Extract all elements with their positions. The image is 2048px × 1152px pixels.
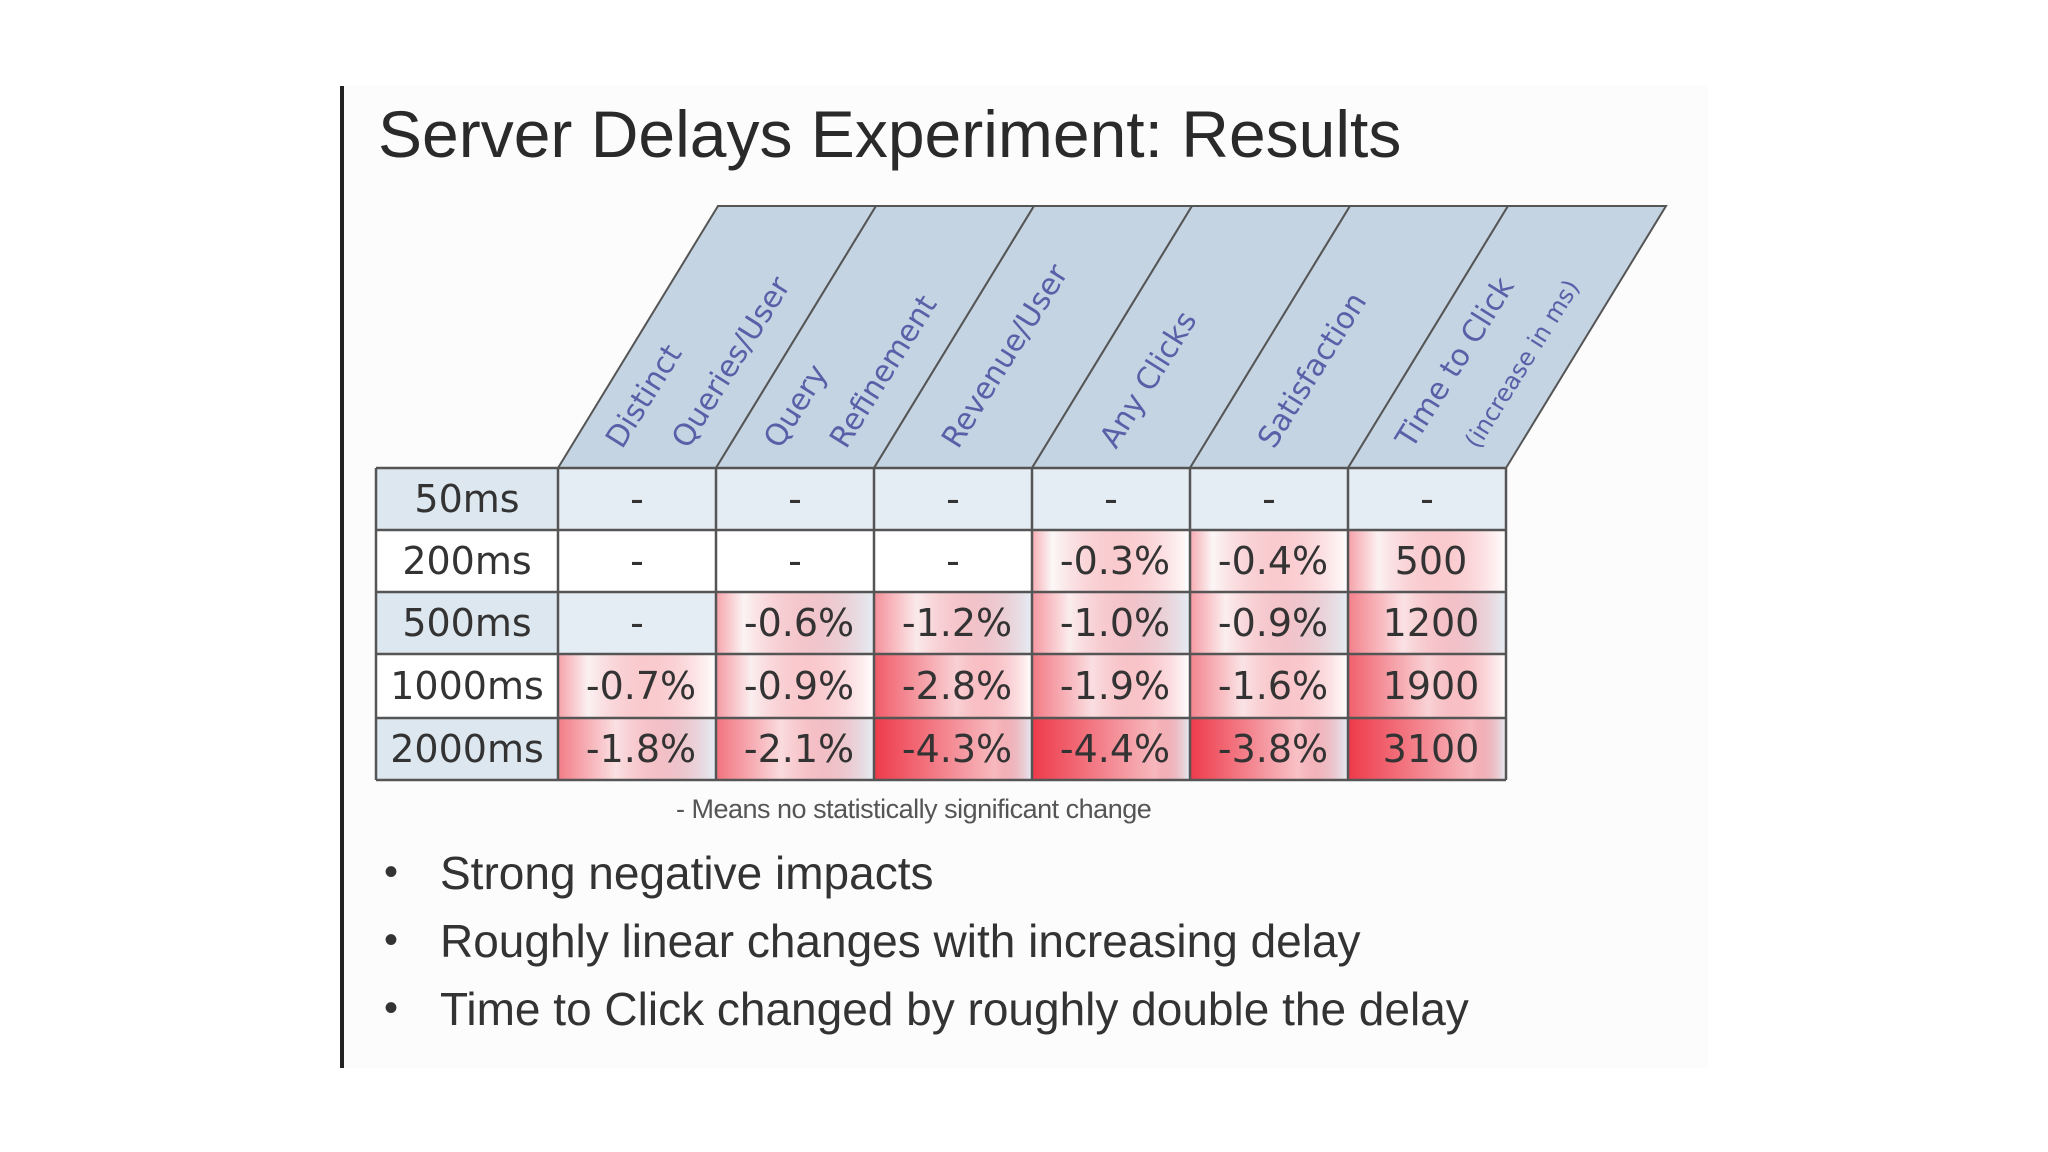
- table-cell-value: -1.9%: [1060, 664, 1170, 708]
- table-cell-value: 3100: [1383, 727, 1480, 771]
- table-cell-value: -0.9%: [1218, 601, 1328, 645]
- table-cell-value: 500: [1395, 539, 1468, 583]
- table-cell-value: -: [1262, 477, 1276, 521]
- table-cell: [1032, 530, 1190, 592]
- bullet-text: Strong negative impacts: [440, 847, 934, 899]
- table-cell-value: -1.8%: [586, 727, 696, 771]
- table-grid: [374, 466, 1508, 782]
- table-cell: [874, 468, 1032, 530]
- table-cell: [1032, 718, 1190, 780]
- table-cell: [558, 592, 716, 654]
- table-cell: [1348, 468, 1506, 530]
- table-cell: [874, 530, 1032, 592]
- table-cell: [874, 592, 1032, 654]
- row-label-cell: [376, 530, 558, 592]
- row-label-cell: [376, 654, 558, 718]
- table-cell-value: -: [1104, 477, 1118, 521]
- table-cell-value: -: [946, 477, 960, 521]
- table-cell: [558, 468, 716, 530]
- table-cell-value: -: [630, 601, 644, 645]
- table-cell: [1190, 530, 1348, 592]
- table-cell: [1032, 468, 1190, 530]
- table-cell-value: -0.6%: [744, 601, 854, 645]
- table-cell: [1190, 592, 1348, 654]
- row-label: 500ms: [402, 601, 531, 645]
- table-cell: [1348, 718, 1506, 780]
- table-cell-value: -: [630, 477, 644, 521]
- table-cell-value: -4.4%: [1060, 727, 1170, 771]
- slide-title: Server Delays Experiment: Results: [378, 97, 1402, 171]
- table-cell-value: -0.4%: [1218, 539, 1328, 583]
- table-cell-value: 1200: [1383, 601, 1480, 645]
- table-cell-value: -: [630, 539, 644, 583]
- table-cell: [1348, 654, 1506, 718]
- table-cell: [716, 530, 874, 592]
- bullet-dot-icon: •: [384, 850, 399, 894]
- row-label-cell: [376, 718, 558, 780]
- bullet-dot-icon: •: [384, 918, 399, 962]
- table-cell: [716, 468, 874, 530]
- table-cell-value: -: [788, 539, 802, 583]
- bullet-text: Time to Click changed by roughly double …: [440, 983, 1469, 1035]
- row-label: 1000ms: [390, 664, 544, 708]
- table-cell-value: -1.2%: [902, 601, 1012, 645]
- table-cell: [716, 654, 874, 718]
- table-cell: [1348, 592, 1506, 654]
- row-label-cell: [376, 592, 558, 654]
- table-cell-value: 1900: [1383, 664, 1480, 708]
- table-cell-value: -: [946, 539, 960, 583]
- table-cell-value: -2.1%: [744, 727, 854, 771]
- table-cell: [874, 718, 1032, 780]
- bullet-dot-icon: •: [384, 986, 399, 1030]
- table-cell-value: -2.8%: [902, 664, 1012, 708]
- table-cell: [558, 718, 716, 780]
- table-cell-value: -3.8%: [1218, 727, 1328, 771]
- table-cell-value: -: [788, 477, 802, 521]
- table-cell: [1190, 718, 1348, 780]
- table-body: 50ms - - - - - - 200ms - - - -0.3% -0.4% 500 500ms - -0.…: [376, 468, 1506, 780]
- table-header: DistinctQueries/UserQueryRefinementReven…: [556, 205, 1668, 469]
- table-cell: [558, 530, 716, 592]
- slide-left-rule: [340, 86, 344, 1068]
- table-footnote: - Means no statistically significant cha…: [676, 794, 1152, 824]
- table-cell: [1032, 654, 1190, 718]
- table-cell-value: -0.7%: [586, 664, 696, 708]
- row-label: 200ms: [402, 539, 531, 583]
- row-label-cell: [376, 468, 558, 530]
- table-cell-value: -1.6%: [1218, 664, 1328, 708]
- table-cell: [1032, 592, 1190, 654]
- table-cell: [1190, 654, 1348, 718]
- table-cell-value: -1.0%: [1060, 601, 1170, 645]
- table-cell: [716, 718, 874, 780]
- table-cell-value: -0.3%: [1060, 539, 1170, 583]
- table-cell: [874, 654, 1032, 718]
- table-cell: [1190, 468, 1348, 530]
- table-cell-value: -: [1420, 477, 1434, 521]
- table-cell: [1348, 530, 1506, 592]
- row-label: 2000ms: [390, 727, 544, 771]
- bullet-text: Roughly linear changes with increasing d…: [440, 915, 1361, 967]
- table-cell: [558, 654, 716, 718]
- table-cell: [716, 592, 874, 654]
- table-cell-value: -0.9%: [744, 664, 854, 708]
- row-label: 50ms: [414, 477, 519, 521]
- table-cell-value: -4.3%: [902, 727, 1012, 771]
